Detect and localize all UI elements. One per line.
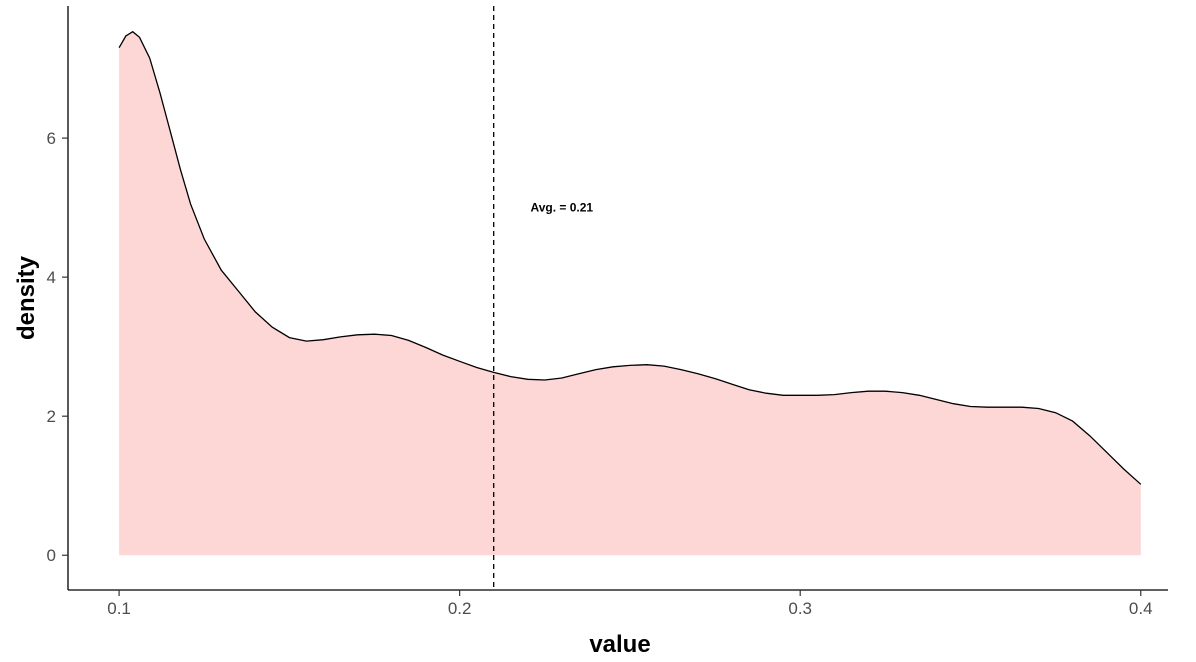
x-tick-label: 0.1 bbox=[107, 599, 131, 618]
y-axis-title: density bbox=[13, 255, 40, 340]
x-tick-label: 0.3 bbox=[788, 599, 812, 618]
y-tick-label: 2 bbox=[47, 407, 56, 426]
density-curve bbox=[118, 30, 1142, 485]
x-tick-label: 0.2 bbox=[448, 599, 472, 618]
y-tick-label: 4 bbox=[47, 268, 56, 287]
y-tick-label: 0 bbox=[47, 546, 56, 565]
density-area bbox=[119, 31, 1141, 556]
y-axis-ticks: 0 2 4 6 bbox=[47, 129, 68, 565]
average-annotation: Avg. = 0.21 bbox=[531, 201, 594, 215]
x-tick-label: 0.4 bbox=[1129, 599, 1153, 618]
x-axis-title: value bbox=[589, 631, 650, 658]
x-axis-ticks: 0.1 0.2 0.3 0.4 bbox=[107, 590, 1153, 618]
y-tick-label: 6 bbox=[47, 129, 56, 148]
